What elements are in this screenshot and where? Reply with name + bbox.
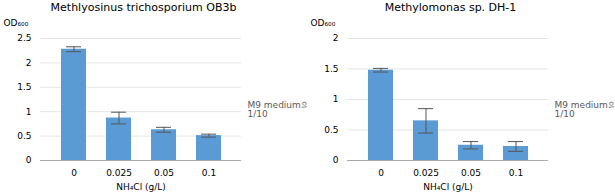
svg-text:0.05: 0.05 <box>154 168 174 178</box>
html-text:Methlyosinus trichosporium OB3: Methlyosinus trichosporium OB3b <box>50 1 237 14</box>
svg-text:1.5: 1.5 <box>324 64 338 74</box>
svg-text:0: 0 <box>71 168 77 178</box>
svg-text:1: 1 <box>333 94 339 104</box>
html-text:Methylomonas sp. DH-1: Methylomonas sp. DH-1 <box>384 1 517 14</box>
svg-text:0.1: 0.1 <box>509 168 523 178</box>
svg-text:0: 0 <box>26 155 32 165</box>
svg-text:2.5: 2.5 <box>17 33 31 43</box>
svg-text:NH₄Cl (g/L): NH₄Cl (g/L) <box>116 182 166 192</box>
svg-text:2: 2 <box>26 58 32 68</box>
svg-text:0.1: 0.1 <box>202 168 216 178</box>
svg-text:0.5: 0.5 <box>17 131 31 141</box>
svg-text:M9 medium의1/10: M9 medium의1/10 <box>248 100 308 119</box>
svg-text:1.5: 1.5 <box>17 82 31 92</box>
svg-text:0: 0 <box>333 155 339 165</box>
svg-text:0.025: 0.025 <box>413 168 439 178</box>
svg-text:OD₆₀₀: OD₆₀₀ <box>4 18 29 28</box>
svg-text:0.5: 0.5 <box>324 125 338 135</box>
svg-text:OD₆₀₀: OD₆₀₀ <box>311 18 336 28</box>
svg-text:0.05: 0.05 <box>461 168 481 178</box>
svg-text:NH₄Cl (g/L): NH₄Cl (g/L) <box>423 182 473 192</box>
svg-text:0: 0 <box>378 168 384 178</box>
svg-text:2: 2 <box>333 33 339 43</box>
svg-text:1: 1 <box>26 107 32 117</box>
svg-text:M9 medium의1/10: M9 medium의1/10 <box>555 100 615 119</box>
svg-text:0.025: 0.025 <box>106 168 132 178</box>
